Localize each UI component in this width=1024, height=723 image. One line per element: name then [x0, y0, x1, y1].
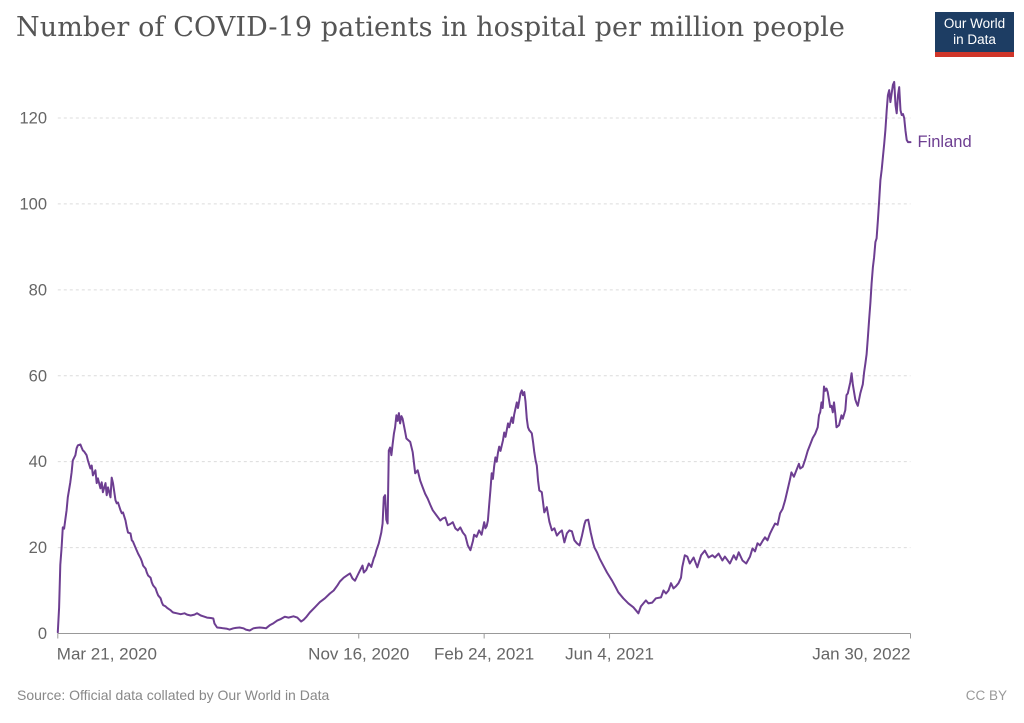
x-axis-tick-label: Nov 16, 2020	[308, 645, 409, 664]
owid-logo[interactable]: Our World in Data	[935, 12, 1014, 57]
y-axis-tick-label-120: 120	[19, 110, 47, 128]
owid-logo-line1: Our World	[943, 16, 1006, 31]
license-link[interactable]: CC BY	[965, 688, 1007, 703]
owid-logo-line2: in Data	[953, 32, 996, 47]
chart-title: Number of COVID-19 patients in hospital …	[16, 12, 845, 43]
axes-group: 0 20 40 60 80 100 120 Mar 21, 2020 Nov 16, 2020 F…	[19, 110, 911, 664]
y-axis-tick-label-80: 80	[29, 281, 47, 299]
x-axis-tick-label: Jun 4, 2021	[565, 645, 654, 664]
y-axis-tick-label-100: 100	[19, 195, 47, 213]
y-axis-tick-label-0: 0	[38, 625, 47, 643]
gridlines-group	[57, 117, 911, 549]
source-note: Source: Official data collated by Our Wo…	[17, 687, 330, 703]
series-group	[56, 80, 912, 634]
y-axis-tick-label-40: 40	[29, 453, 47, 471]
x-axis-tick-label: Jan 30, 2022	[812, 645, 910, 664]
y-axis-tick-label-20: 20	[29, 539, 47, 557]
finland-line-series[interactable]	[56, 80, 912, 634]
x-axis-tick-label: Mar 21, 2020	[57, 645, 157, 664]
x-axis-tick-label: Feb 24, 2021	[434, 645, 534, 664]
y-axis-tick-label-60: 60	[29, 367, 47, 385]
series-end-label-finland[interactable]: Finland	[918, 133, 972, 151]
